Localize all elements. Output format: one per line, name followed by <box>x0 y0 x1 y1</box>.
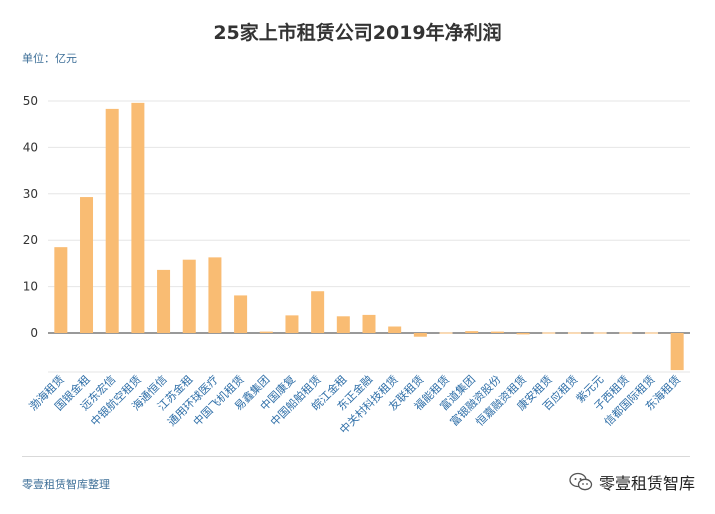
source-note: 零壹租赁智库整理 <box>22 478 110 491</box>
brand-mark: 零壹租赁智库 <box>569 470 695 494</box>
bar <box>439 332 453 334</box>
y-tick-label: 50 <box>23 94 38 108</box>
bar <box>542 332 556 334</box>
bar <box>105 108 119 333</box>
bar <box>182 259 196 333</box>
footer-divider <box>22 456 690 457</box>
bar <box>465 331 479 333</box>
y-tick-label: 40 <box>23 140 38 154</box>
bar <box>490 331 504 333</box>
bar <box>413 333 427 337</box>
bar <box>131 102 145 333</box>
bar <box>336 316 350 333</box>
y-tick-label: 20 <box>23 233 38 247</box>
bar <box>285 315 299 333</box>
bar <box>567 332 581 334</box>
bar <box>80 197 94 333</box>
bar <box>670 333 684 371</box>
chart-title: 25家上市租赁公司2019年净利润 <box>213 22 502 44</box>
bar <box>388 326 402 333</box>
bar-chart: 01020304050渤海租赁国银金租远东宏信中银航空租赁海通恒信江苏金租通用环… <box>23 94 690 437</box>
bar <box>362 314 376 333</box>
wechat-icon <box>569 472 593 491</box>
y-tick-label: 0 <box>30 326 38 340</box>
y-tick-label: 30 <box>23 187 38 201</box>
bar <box>259 331 273 333</box>
bar <box>311 291 325 333</box>
bar <box>208 257 222 333</box>
bar <box>619 332 633 334</box>
y-tick-label: 10 <box>23 280 38 294</box>
bar <box>644 332 658 334</box>
bar <box>54 247 68 333</box>
bar <box>234 295 248 333</box>
bar <box>593 332 607 334</box>
unit-label: 单位：亿元 <box>22 52 77 65</box>
bar <box>157 269 171 333</box>
brand-name: 零壹租赁智库 <box>598 474 695 493</box>
bar <box>516 333 530 335</box>
